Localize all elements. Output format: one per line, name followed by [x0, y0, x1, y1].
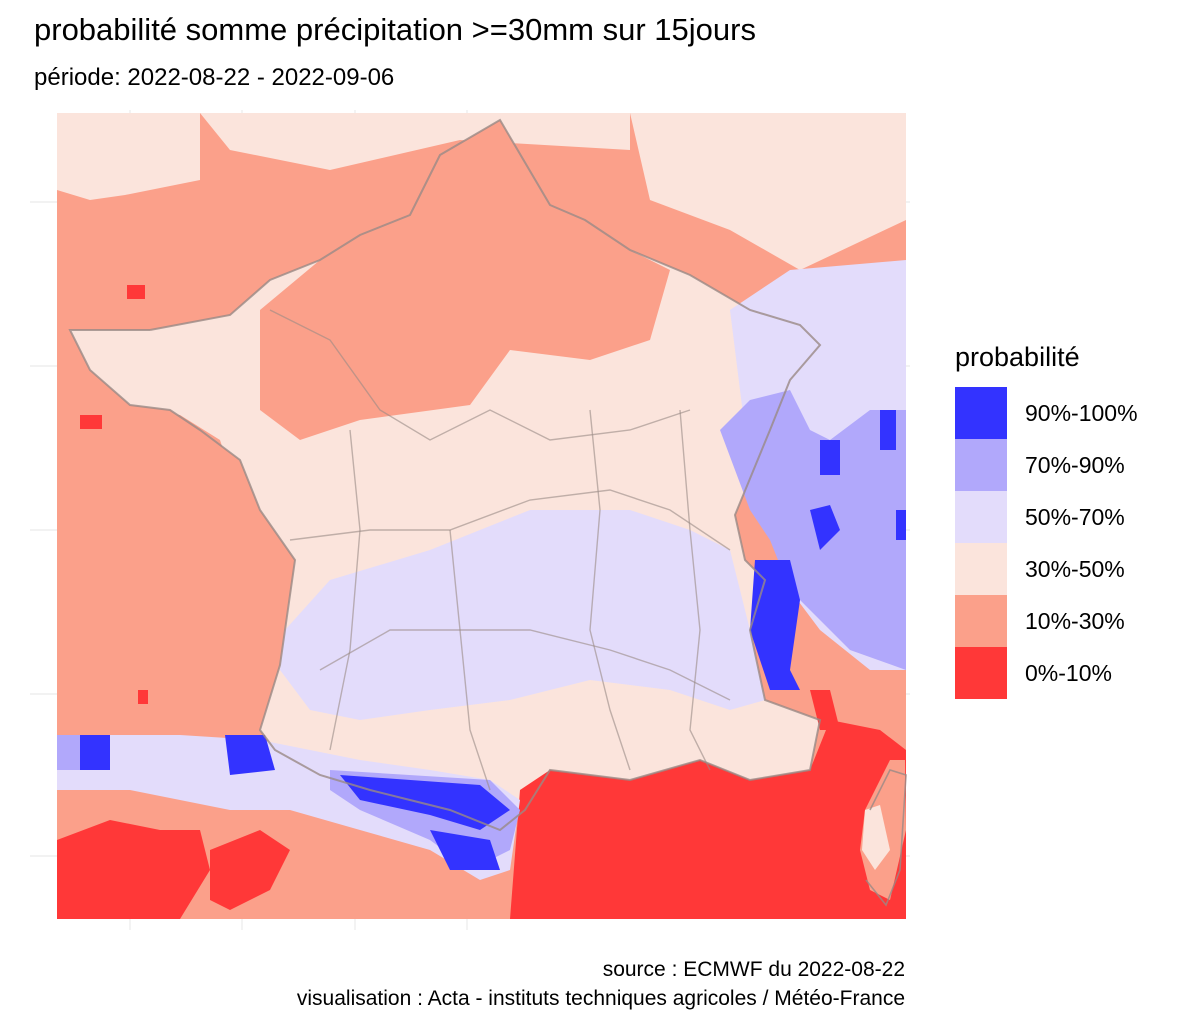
legend-item-30-50: 30%-50%: [955, 543, 1138, 595]
zone-blue-alps-d: [896, 510, 906, 540]
legend-item-50-70: 50%-70%: [955, 491, 1138, 543]
zone-red-iberia-central: [210, 830, 290, 910]
region-boundary: [449, 529, 491, 791]
zone-pale-northwest: [57, 113, 200, 200]
zone-red-iberia-west: [57, 820, 210, 919]
zone-blue-pyrenees-b: [225, 735, 275, 775]
corsica-pale: [862, 805, 890, 870]
france-border: [68, 118, 822, 832]
legend-label: 90%-100%: [1025, 399, 1138, 426]
probability-map: [30, 110, 910, 930]
zone-red-mediterranean: [510, 720, 906, 919]
region-boundary: [269, 309, 691, 441]
legend-item-10-30: 10%-30%: [955, 595, 1138, 647]
legend-item-0-10: 0%-10%: [955, 647, 1138, 699]
visualisation-caption: visualisation : Acta - instituts techniq…: [296, 987, 905, 1010]
corsica-border: [865, 769, 907, 907]
legend-swatch: [955, 595, 1007, 647]
region-boundary: [679, 409, 711, 771]
cell-red-sea: [138, 690, 148, 704]
zone-salmon-brittany: [120, 410, 230, 470]
zone-blue-alps-c: [880, 410, 896, 450]
zone-blue-pyrenees-west: [80, 735, 110, 770]
legend-item-70-90: 70%-90%: [955, 439, 1138, 491]
legend-label: 10%-30%: [1025, 607, 1125, 634]
source-caption: source : ECMWF du 2022-08-22: [602, 958, 905, 981]
legend-swatch: [955, 439, 1007, 491]
legend-title: probabilité: [955, 342, 1080, 372]
legend-label: 70%-90%: [1025, 451, 1125, 478]
zone-pale-north: [200, 113, 630, 170]
legend-label: 50%-70%: [1025, 503, 1125, 530]
legend-swatch: [955, 491, 1007, 543]
region-boundary: [329, 429, 361, 751]
region-boundary: [319, 629, 731, 701]
zone-lavender-center: [280, 510, 765, 720]
map-panel: [30, 110, 910, 930]
cell-red-sea: [127, 285, 145, 299]
zone-blue-alps-west: [750, 560, 800, 690]
legend-label: 0%-10%: [1025, 659, 1112, 686]
legend-swatch: [955, 543, 1007, 595]
region-boundary: [589, 409, 631, 771]
legend-swatch: [955, 647, 1007, 699]
legend-swatch: [955, 387, 1007, 439]
zone-purple-alps: [720, 390, 906, 670]
region-boundary: [289, 489, 731, 551]
zone-salmon-north: [260, 120, 670, 440]
legend-label: 30%-50%: [1025, 555, 1125, 582]
zone-blue-pyrenees-east: [430, 830, 500, 870]
chart-subtitle: période: 2022-08-22 - 2022-09-06: [34, 64, 395, 91]
cell-red-sea: [80, 415, 102, 429]
zone-blue-alps-a: [810, 505, 840, 550]
legend: probabilité 90%-100% 70%-90% 50%-70% 30%…: [955, 342, 1138, 699]
zone-blue-alps-b: [820, 440, 840, 475]
legend-item-90-100: 90%-100%: [955, 387, 1138, 439]
chart-title: probabilité somme précipitation >=30mm s…: [34, 12, 756, 47]
zone-pale-northeast: [630, 113, 906, 270]
zone-lavender-pyrenees: [57, 735, 520, 880]
